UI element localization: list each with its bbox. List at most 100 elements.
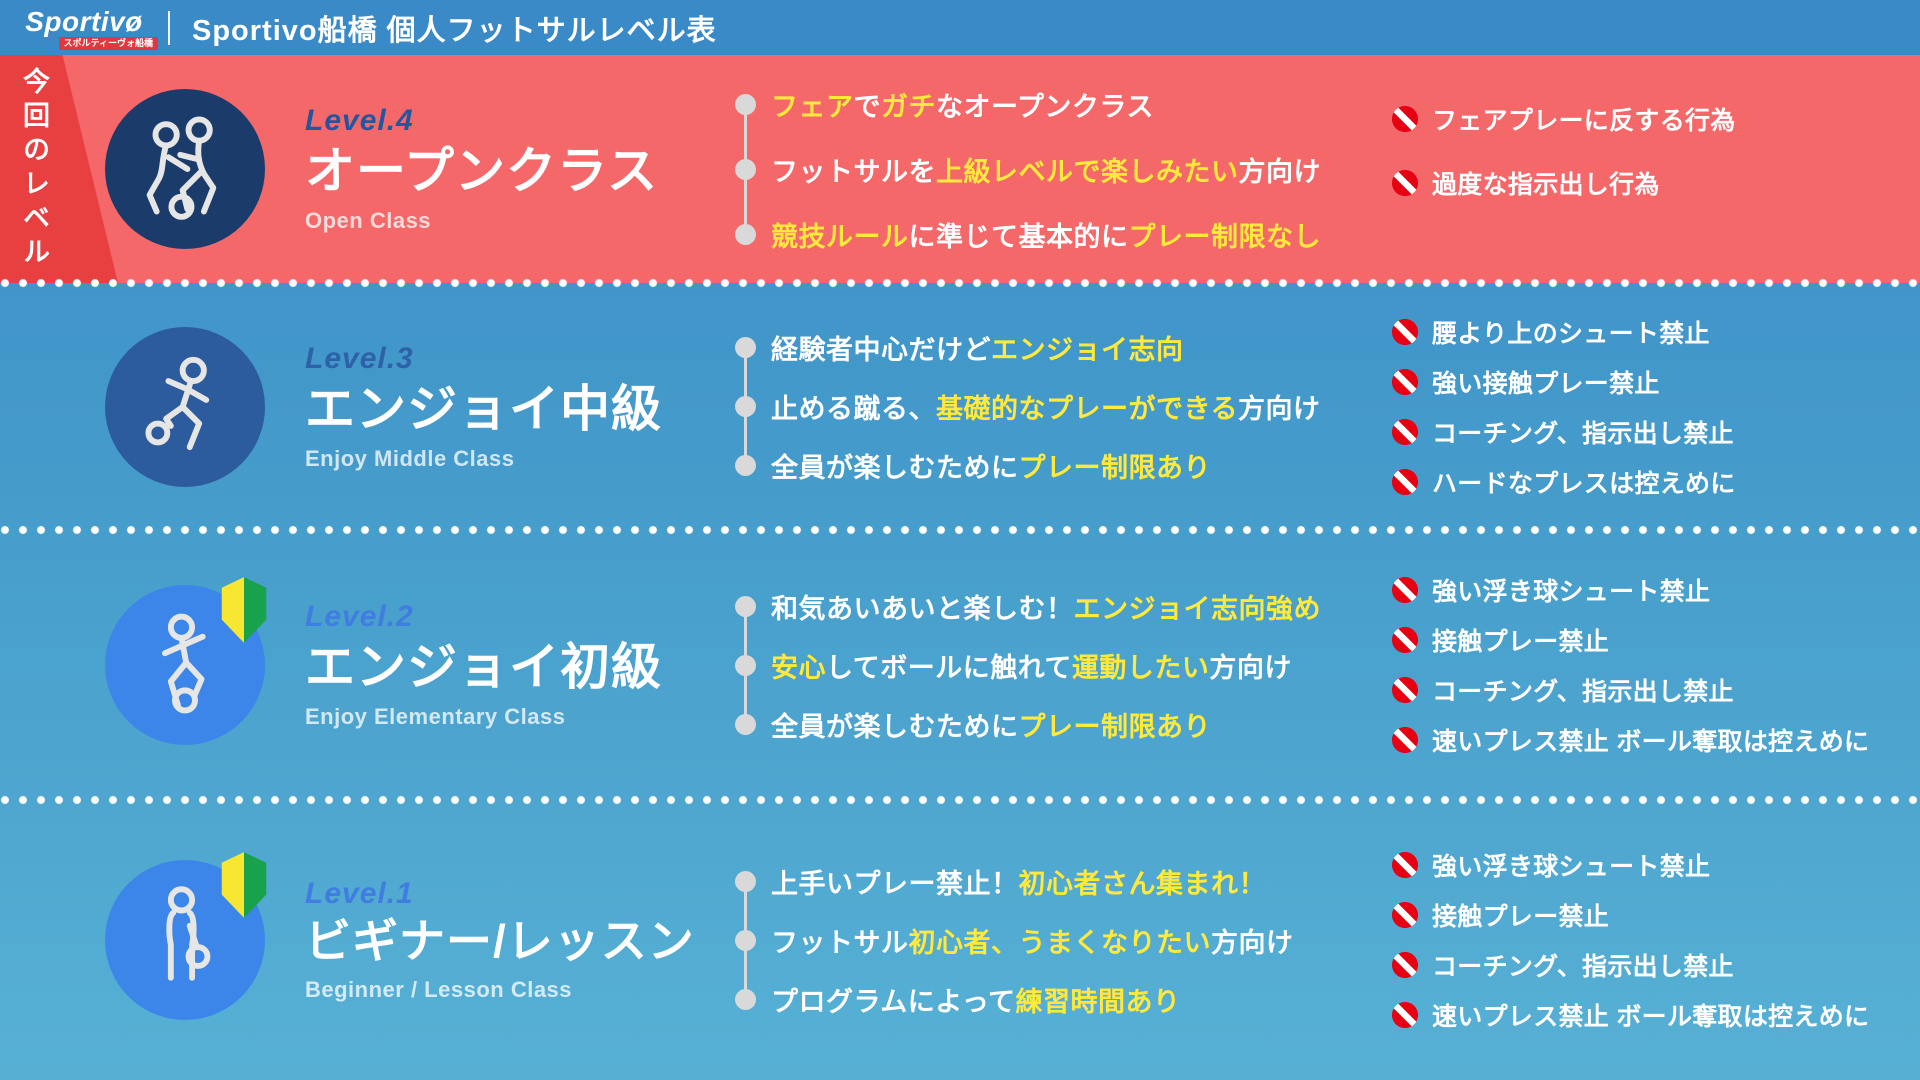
level-2-subtitle: Enjoy Elementary Class xyxy=(305,704,566,729)
feature-item: フットサル初心者、うまくなりたい方向け xyxy=(735,911,1390,970)
dribbling-player-icon xyxy=(105,326,265,487)
level-2-rules: 強い浮き球シュート禁止 接触プレー禁止 コーチング、指示出し禁止 速いプレス禁止… xyxy=(1390,565,1920,765)
level-2-section: Level.2 エンジョイ初級 Enjoy Elementary Class 和… xyxy=(0,530,1920,805)
level-4-subtitle: Open Class xyxy=(305,208,432,233)
bullet-dot-icon xyxy=(735,337,756,358)
rule-text: コーチング、指示出し禁止 xyxy=(1432,419,1734,448)
level-1-icon-area xyxy=(0,852,305,1020)
level-3-icon-area xyxy=(0,326,305,487)
level-3-title-block: Level.3 エンジョイ中級 Enjoy Middle Class xyxy=(305,342,735,472)
prohibited-icon xyxy=(1391,626,1419,654)
feature-text: 全員が楽しむためにプレー制限あり xyxy=(771,711,1211,742)
level-4-title-block: Level.4 オープンクラス Open Class xyxy=(305,104,735,234)
bullet-dot-icon xyxy=(735,455,756,476)
feature-item: 止める蹴る、基礎的なプレーができる方向け xyxy=(735,377,1390,436)
prohibited-icon xyxy=(1391,169,1419,197)
feature-text: 経験者中心だけどエンジョイ志向 xyxy=(771,335,1184,365)
rule-text: 接触プレー禁止 xyxy=(1432,903,1610,931)
beginner-mark-icon xyxy=(221,852,267,918)
rule-text: 過度な指示出し行為 xyxy=(1432,171,1660,199)
bullet-dot-icon xyxy=(735,988,756,1010)
bullet-dot-icon xyxy=(735,929,756,951)
prohibited-icon xyxy=(1391,318,1419,345)
rule-item: フェアプレーに反する行為 xyxy=(1390,87,1910,151)
rule-item: 接触プレー禁止 xyxy=(1390,615,1910,665)
rule-item: 速いプレス禁止 ボール奪取は控えめに xyxy=(1390,715,1910,765)
current-level-ribbon-label: 今回のレベル xyxy=(19,67,49,271)
rule-item: 過度な指示出し行為 xyxy=(1390,151,1910,215)
sportivo-logo-text: Sportivø xyxy=(25,6,143,38)
sportivo-logo: Sportivø スポルティーヴォ船橋 xyxy=(0,5,168,50)
feature-text: プログラムによって練習時間あり xyxy=(771,986,1181,1017)
level-2-label: Level.2 xyxy=(305,600,414,633)
rule-item: 速いプレス禁止 ボール奪取は控えめに xyxy=(1390,990,1910,1040)
feature-text: フェアでガチなオープンクラス xyxy=(771,91,1154,122)
feature-item: 安心してボールに触れて運動したい方向け xyxy=(735,636,1390,695)
level-1-label: Level.1 xyxy=(305,877,414,911)
feature-text: フットサルを上級レベルで楽しみたい方向け xyxy=(771,156,1321,187)
bullet-dot-icon xyxy=(735,654,756,676)
bullet-dot-icon xyxy=(735,870,756,892)
level-3-subtitle: Enjoy Middle Class xyxy=(305,445,515,471)
prohibited-icon xyxy=(1391,468,1419,495)
rule-text: 接触プレー禁止 xyxy=(1432,628,1610,656)
rule-item: ハードなプレスは控えめに xyxy=(1390,457,1910,507)
feature-item: 上手いプレー禁止！初心者さん集まれ！ xyxy=(735,852,1390,911)
level-4-features: フェアでガチなオープンクラス フットサルを上級レベルで楽しみたい方向け 競技ルー… xyxy=(735,72,1390,267)
feature-text: 和気あいあいと楽しむ！エンジョイ志向強め xyxy=(771,593,1321,624)
level-2-title-block: Level.2 エンジョイ初級 Enjoy Elementary Class xyxy=(305,600,735,730)
level-1-rules: 強い浮き球シュート禁止 接触プレー禁止 コーチング、指示出し禁止 速いプレス禁止… xyxy=(1390,840,1920,1040)
level-4-label: Level.4 xyxy=(305,104,414,137)
level-1-title: ビギナー/レッスン xyxy=(305,915,695,968)
rule-item: 腰より上のシュート禁止 xyxy=(1390,307,1910,357)
rule-item: コーチング、指示出し禁止 xyxy=(1390,407,1910,457)
rule-text: 速いプレス禁止 ボール奪取は控えめに xyxy=(1432,728,1870,756)
level-4-icon-area xyxy=(0,89,305,249)
rule-item: 強い浮き球シュート禁止 xyxy=(1390,840,1910,890)
feature-item: 経験者中心だけどエンジョイ志向 xyxy=(735,318,1390,377)
feature-text: 安心してボールに触れて運動したい方向け xyxy=(771,652,1292,683)
prohibited-icon xyxy=(1391,105,1419,133)
feature-text: 競技ルールに準じて基本的にプレー制限なし xyxy=(771,221,1321,252)
feature-item: プログラムによって練習時間あり xyxy=(735,970,1390,1029)
bullet-dot-icon xyxy=(735,595,756,617)
two-players-icon xyxy=(105,89,265,249)
feature-text: 上手いプレー禁止！初心者さん集まれ！ xyxy=(771,868,1266,899)
rule-text: 速いプレス禁止 ボール奪取は控えめに xyxy=(1432,1003,1870,1031)
sportivo-logo-badge: スポルティーヴォ船橋 xyxy=(58,37,158,50)
level-3-rules: 腰より上のシュート禁止 強い接触プレー禁止 コーチング、指示出し禁止 ハードなプ… xyxy=(1390,307,1920,507)
bullet-dot-icon xyxy=(735,93,756,115)
level-3-section: Level.3 エンジョイ中級 Enjoy Middle Class 経験者中心… xyxy=(0,283,1920,535)
prohibited-icon xyxy=(1391,418,1419,445)
running-player-icon xyxy=(105,577,267,745)
page-title: Sportivo船橋 個人フットサルレベル表 xyxy=(192,14,717,47)
prohibited-icon xyxy=(1391,676,1419,704)
standing-player-icon xyxy=(105,852,267,1020)
beginner-mark-icon xyxy=(221,577,267,643)
level-4-title: オープンクラス xyxy=(305,143,658,199)
prohibited-icon xyxy=(1391,726,1419,754)
prohibited-icon xyxy=(1391,368,1419,395)
bullet-dot-icon xyxy=(735,713,756,735)
rule-text: 強い浮き球シュート禁止 xyxy=(1432,853,1711,881)
feature-item: 全員が楽しむためにプレー制限あり xyxy=(735,695,1390,754)
bullet-dot-icon xyxy=(735,223,756,245)
level-2-icon-area xyxy=(0,577,305,745)
level-3-title: エンジョイ中級 xyxy=(305,380,662,437)
feature-text: 全員が楽しむためにプレー制限あり xyxy=(771,453,1211,483)
feature-item: 和気あいあいと楽しむ！エンジョイ志向強め xyxy=(735,577,1390,636)
rule-item: 強い接触プレー禁止 xyxy=(1390,357,1910,407)
level-2-features: 和気あいあいと楽しむ！エンジョイ志向強め 安心してボールに触れて運動したい方向け… xyxy=(735,577,1390,754)
prohibited-icon xyxy=(1391,576,1419,604)
feature-item: フットサルを上級レベルで楽しみたい方向け xyxy=(735,137,1390,202)
rule-text: 強い浮き球シュート禁止 xyxy=(1432,578,1711,606)
rule-item: 接触プレー禁止 xyxy=(1390,890,1910,940)
feature-text: フットサル初心者、うまくなりたい方向け xyxy=(771,927,1294,958)
feature-item: 全員が楽しむためにプレー制限あり xyxy=(735,436,1390,495)
prohibited-icon xyxy=(1391,851,1419,879)
rule-text: コーチング、指示出し禁止 xyxy=(1432,953,1734,981)
rule-item: コーチング、指示出し禁止 xyxy=(1390,665,1910,715)
rule-item: 強い浮き球シュート禁止 xyxy=(1390,565,1910,615)
feature-item: フェアでガチなオープンクラス xyxy=(735,72,1390,137)
